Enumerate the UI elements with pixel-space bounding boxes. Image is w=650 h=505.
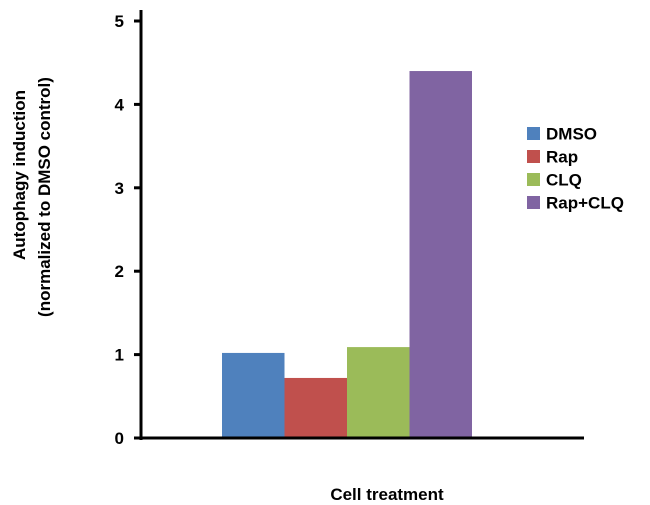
legend-swatch-clq xyxy=(527,173,540,186)
axes xyxy=(139,10,584,440)
y-tick-label: 4 xyxy=(115,95,125,114)
y-tick-label: 1 xyxy=(115,346,124,365)
legend-swatch-rap xyxy=(527,150,540,163)
y-axis-label-line-2: (normalized to DMSO control) xyxy=(35,77,54,317)
legend-label-rap: Rap xyxy=(546,148,578,167)
legend: DMSO Rap CLQ Rap+CLQ xyxy=(527,125,624,213)
legend-swatch-dmso xyxy=(527,127,540,140)
y-ticks: 0 1 2 3 4 5 xyxy=(115,12,141,448)
bar-rap xyxy=(284,377,347,438)
bars xyxy=(222,71,472,438)
legend-label-clq: CLQ xyxy=(546,171,582,190)
bar-clq xyxy=(347,347,410,438)
y-axis-label: Autophagy induction (normalized to DMSO … xyxy=(10,77,54,317)
y-axis-label-line-1: Autophagy induction xyxy=(10,90,29,260)
legend-label-dmso: DMSO xyxy=(546,125,597,144)
y-tick-label: 2 xyxy=(115,262,124,281)
legend-label-rap-clq: Rap+CLQ xyxy=(546,194,624,213)
x-axis-label: Cell treatment xyxy=(330,485,444,504)
bar-rap-clq xyxy=(409,71,472,438)
legend-swatch-rap-clq xyxy=(527,196,540,209)
y-tick-label: 5 xyxy=(115,12,124,31)
bar-dmso xyxy=(222,352,285,438)
y-tick-label: 3 xyxy=(115,179,124,198)
y-tick-label: 0 xyxy=(115,429,124,448)
